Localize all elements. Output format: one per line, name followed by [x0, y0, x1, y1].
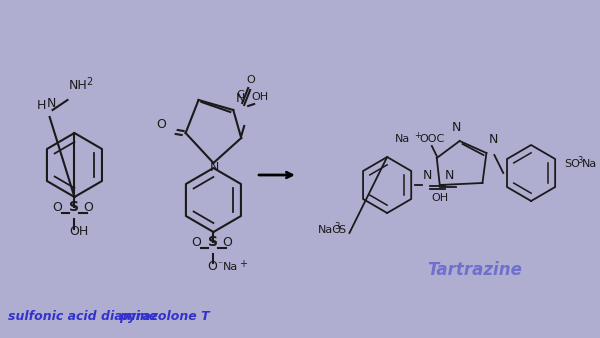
Text: Na: Na: [582, 159, 597, 169]
Text: sulfonic acid diamine: sulfonic acid diamine: [8, 310, 157, 323]
Text: NaO: NaO: [317, 225, 341, 235]
Text: OOC: OOC: [419, 134, 444, 144]
Text: O: O: [53, 201, 62, 214]
Text: NH: NH: [68, 79, 87, 92]
Text: N: N: [209, 161, 219, 174]
Text: OH: OH: [432, 193, 449, 203]
Text: Tartrazine: Tartrazine: [427, 261, 522, 279]
Text: N: N: [235, 92, 245, 105]
Text: 3: 3: [578, 156, 583, 165]
Text: O: O: [191, 236, 202, 249]
Text: N: N: [452, 121, 461, 134]
Text: S: S: [338, 225, 346, 235]
Text: O: O: [156, 118, 166, 131]
Text: N: N: [445, 169, 454, 182]
Text: H: H: [37, 99, 46, 112]
Text: 3: 3: [335, 222, 340, 231]
Text: N: N: [423, 169, 432, 182]
Text: S: S: [208, 235, 218, 249]
Text: N: N: [47, 97, 56, 110]
Text: OH: OH: [70, 225, 89, 238]
Text: +: +: [239, 259, 247, 269]
Text: O: O: [208, 260, 217, 273]
Text: SO: SO: [564, 159, 580, 169]
Text: O: O: [83, 201, 93, 214]
Text: OH: OH: [251, 92, 268, 102]
Text: Na: Na: [395, 134, 410, 144]
Text: +: +: [414, 131, 421, 140]
Text: O: O: [223, 236, 232, 249]
Text: 2: 2: [86, 77, 92, 87]
Text: pyrazolone T: pyrazolone T: [119, 310, 210, 323]
Text: ⁻: ⁻: [217, 260, 223, 270]
Text: O: O: [246, 75, 255, 85]
Text: Na: Na: [223, 262, 239, 272]
Text: S: S: [70, 200, 79, 214]
Text: C: C: [236, 90, 244, 100]
Text: N: N: [488, 133, 498, 146]
